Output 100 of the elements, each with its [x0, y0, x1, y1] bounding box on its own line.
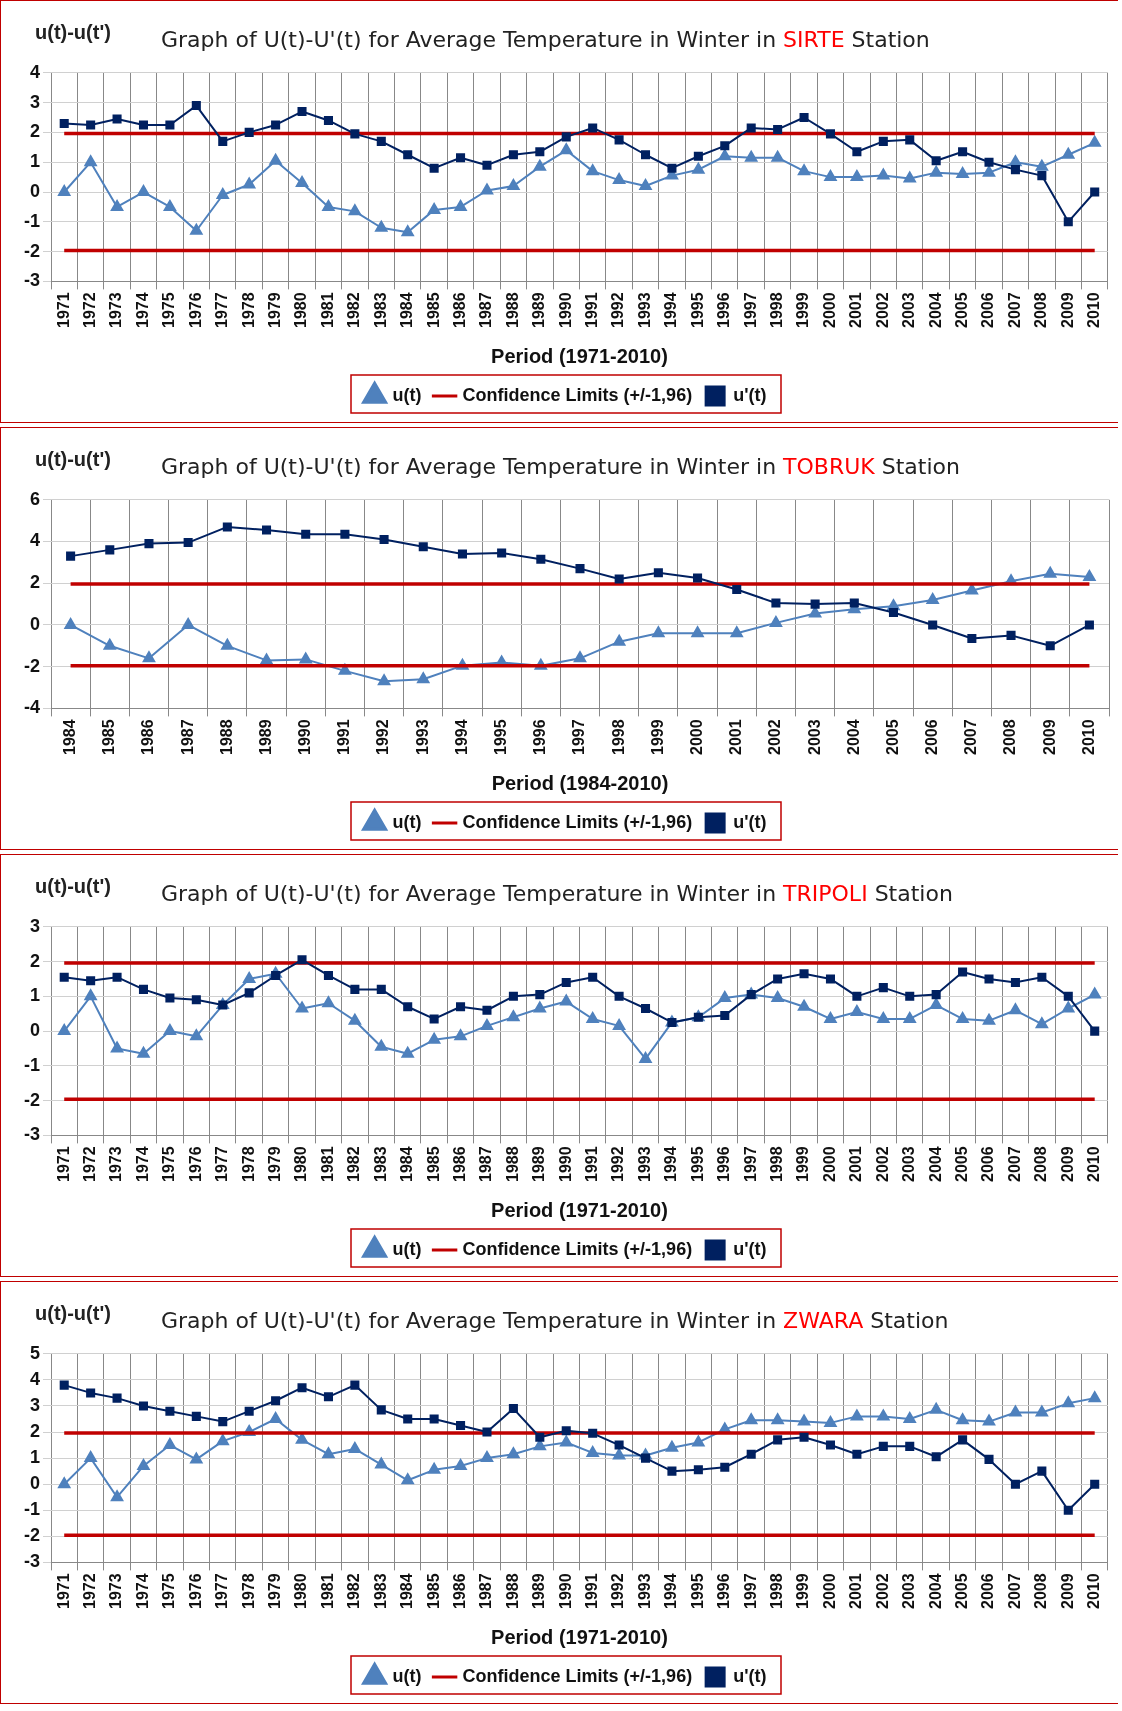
x-tick-label: 1976: [186, 292, 204, 328]
legend-label: u(t): [392, 1238, 422, 1259]
y-tick-label: 0: [29, 1020, 40, 1041]
y-tick-label: 0: [29, 1473, 40, 1494]
x-tick-label: 1998: [768, 1146, 786, 1182]
y-tick-label: -2: [23, 1525, 40, 1546]
x-tick-label: 1978: [239, 292, 257, 328]
legend-label: Confidence Limits (+/-1,96): [462, 1665, 693, 1686]
x-tick-label: 2010: [1085, 292, 1103, 328]
x-tick-label: 2008: [1001, 719, 1019, 755]
y-tick-label: 5: [29, 1342, 40, 1363]
x-tick-label: 2010: [1079, 719, 1097, 755]
x-tick-label: 2005: [952, 1146, 970, 1182]
x-tick-label: 2009: [1058, 1146, 1076, 1182]
x-tick-label: 1983: [371, 1146, 389, 1182]
y-axis-title: u(t)-u(t'): [35, 21, 111, 44]
legend-label: u'(t): [733, 384, 767, 405]
y-tick-label: 1: [29, 151, 40, 172]
x-tick-label: 1979: [266, 1146, 283, 1182]
x-tick-label: 1979: [266, 292, 283, 328]
y-tick-label: -1: [23, 1054, 40, 1075]
y-tick-label: 0: [29, 613, 40, 634]
x-tick-label: 1984: [398, 1146, 416, 1182]
x-tick-label: 1990: [296, 719, 314, 755]
x-tick-label: 2004: [926, 292, 944, 328]
x-axis-title: Period (1984-2010): [491, 771, 669, 794]
x-tick-label: 1978: [239, 1146, 257, 1182]
x-tick-label: 1991: [583, 1146, 601, 1182]
x-tick-label: 1975: [160, 292, 178, 328]
y-tick-label: 4: [29, 61, 40, 82]
x-tick-label: 2005: [883, 719, 901, 755]
x-tick-label: 1993: [635, 1573, 653, 1609]
x-tick-label: 2006: [923, 719, 941, 755]
x-tick-label: 1995: [688, 1573, 706, 1609]
x-tick-label: 1971: [54, 1146, 72, 1182]
x-tick-label: 1980: [292, 1573, 310, 1609]
x-tick-label: 1982: [345, 1573, 363, 1609]
y-axis-title: u(t)-u(t'): [35, 448, 111, 471]
x-tick-label: 1985: [424, 1146, 442, 1182]
x-tick-label: 1974: [133, 1573, 151, 1609]
x-tick-label: 1992: [374, 719, 392, 755]
x-tick-label: 1981: [318, 292, 336, 328]
x-tick-label: 1992: [609, 1146, 627, 1182]
x-tick-label: 1997: [570, 719, 588, 755]
chart-title: Graph of U(t)-U'(t) for Average Temperature in Winter in TRIPOLI Station: [161, 881, 953, 906]
legend-label: Confidence Limits (+/-1,96): [462, 1238, 693, 1259]
x-tick-label: 2008: [1032, 1573, 1050, 1609]
x-tick-label: 1985: [100, 719, 118, 755]
x-tick-label: 1971: [54, 292, 72, 328]
x-tick-label: 2001: [847, 1146, 865, 1182]
x-tick-label: 1994: [662, 1573, 680, 1609]
x-tick-label: 1986: [450, 1573, 468, 1609]
x-tick-label: 1987: [178, 719, 196, 755]
y-tick-label: -3: [23, 1551, 40, 1572]
legend-label: u'(t): [733, 1665, 767, 1686]
x-tick-label: 1984: [61, 719, 78, 755]
y-tick-label: -3: [23, 1124, 40, 1145]
x-tick-label: 2000: [820, 1146, 838, 1182]
x-tick-label: 1993: [635, 292, 653, 328]
x-tick-label: 2004: [926, 1146, 944, 1182]
x-tick-label: 1972: [81, 1573, 99, 1609]
x-tick-label: 1977: [213, 1146, 231, 1182]
x-tick-label: 1977: [213, 1573, 231, 1609]
x-tick-label: 1988: [503, 1146, 521, 1182]
x-tick-label: 1989: [530, 292, 548, 328]
x-tick-label: 2003: [900, 1573, 918, 1609]
x-tick-label: 2002: [766, 719, 784, 755]
x-tick-label: 2002: [873, 292, 891, 328]
legend-label: Confidence Limits (+/-1,96): [462, 384, 693, 405]
y-tick-label: 1: [29, 985, 40, 1006]
x-tick-label: 1997: [741, 292, 759, 328]
x-tick-label: 1994: [452, 719, 470, 755]
x-tick-label: 2004: [926, 1573, 944, 1609]
x-tick-label: 2009: [1058, 292, 1076, 328]
y-tick-label: -4: [23, 697, 40, 718]
legend-label: u'(t): [733, 1238, 767, 1259]
x-axis-title: Period (1971-2010): [491, 1198, 668, 1221]
y-axis-title: u(t)-u(t'): [35, 875, 111, 898]
x-tick-label: 1972: [81, 1146, 99, 1182]
x-tick-label: 1990: [556, 1146, 574, 1182]
x-tick-label: 1988: [217, 719, 235, 755]
x-tick-label: 1998: [768, 292, 786, 328]
y-tick-label: 3: [29, 1394, 40, 1415]
y-tick-label: -1: [23, 1499, 40, 1520]
x-tick-label: 1981: [318, 1146, 336, 1182]
x-tick-label: 1999: [648, 719, 666, 755]
y-tick-label: 4: [29, 1368, 40, 1389]
x-tick-label: 1986: [450, 1146, 468, 1182]
x-tick-label: 1985: [424, 1573, 442, 1609]
x-tick-label: 2002: [873, 1573, 891, 1609]
y-tick-label: 4: [29, 530, 40, 551]
x-tick-label: 1994: [662, 292, 680, 328]
chart-title: Graph of U(t)-U'(t) for Average Temperature in Winter in TOBRUK Station: [161, 454, 960, 479]
x-tick-label: 1998: [768, 1573, 786, 1609]
x-tick-label: 1980: [292, 292, 310, 328]
x-tick-label: 2002: [873, 1146, 891, 1182]
x-tick-label: 1983: [371, 292, 389, 328]
x-tick-label: 1989: [530, 1146, 548, 1182]
x-tick-label: 1972: [81, 292, 99, 328]
x-tick-label: 1979: [266, 1573, 283, 1609]
